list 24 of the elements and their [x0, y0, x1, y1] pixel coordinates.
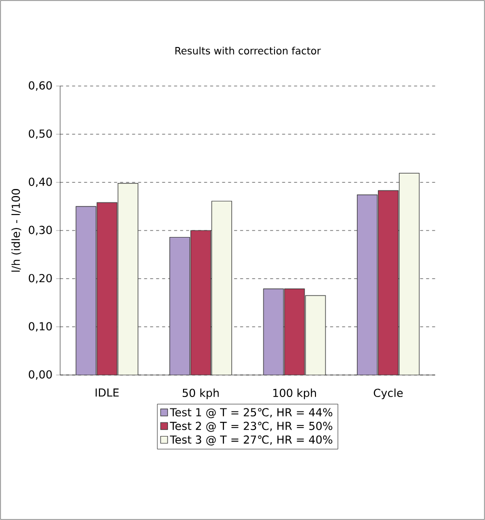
y-axis-title: l/h (idle) - l/100 — [11, 189, 22, 272]
legend-label: Test 3 @ T = 27℃, HR = 40% — [170, 435, 332, 446]
y-tick-label: 0,40 — [28, 178, 52, 188]
y-tick-label: 0,10 — [28, 322, 52, 332]
bar — [96, 202, 118, 375]
x-tick-label: IDLE — [96, 388, 119, 397]
bar — [378, 190, 399, 375]
chart-title: Results with correction factor — [175, 46, 321, 54]
bar — [356, 194, 378, 375]
legend-label: Test 1 @ T = 25℃, HR = 44% — [170, 408, 332, 418]
bar — [169, 236, 190, 375]
bar — [263, 288, 284, 375]
y-tick-label: 0,20 — [28, 274, 52, 284]
bar — [76, 206, 96, 375]
y-tick-label: 0,30 — [28, 226, 52, 236]
bar — [190, 230, 212, 375]
legend-label: Test 2 @ T = 23℃, HR = 50% — [170, 422, 332, 432]
x-tick-label: 50 kph — [182, 388, 219, 400]
y-tick-label: 0,00 — [28, 370, 52, 380]
x-tick-label: Cycle — [374, 388, 403, 400]
y-tick-label: 0,60 — [28, 81, 52, 91]
bar — [284, 288, 305, 375]
y-tick-label: 0,50 — [28, 129, 52, 139]
x-tick-label: 100 kph — [273, 388, 316, 400]
